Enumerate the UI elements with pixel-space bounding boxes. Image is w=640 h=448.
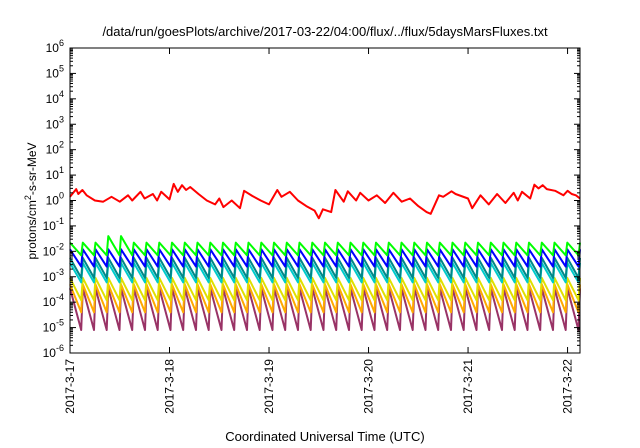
x-axis-label: Coordinated Universal Time (UTC) [225, 429, 424, 444]
x-tick-label: 2017-3-20 [362, 359, 376, 414]
x-tick-label: 2017-3-21 [461, 359, 475, 414]
series-line [69, 182, 581, 220]
plot-frame [69, 47, 581, 354]
y-axis-ticks: 10-6 10-5 10-4 10-3 10-2 10-1 100 101 102 103 104 1… [43, 38, 580, 360]
y-axis-label-sup: 2 [23, 195, 33, 200]
y-tick-label: 106 [46, 38, 64, 55]
y-tick-label: 101 [46, 165, 64, 182]
y-tick-label: 100 [46, 191, 64, 208]
y-tick-label: 10-3 [43, 267, 64, 284]
series-line [69, 276, 581, 302]
chart-title: /data/run/goesPlots/archive/2017-03-22/0… [102, 24, 548, 39]
y-axis-label: protons/cm2-s-sr-MeV [23, 142, 39, 259]
y-tick-label: 10-2 [43, 241, 64, 258]
x-axis-ticks: 2017-3-17 2017-3-18 2017-3-19 2017-3-20 2017… [63, 48, 575, 414]
y-tick-label: 10-6 [43, 343, 64, 360]
y-tick-label: 10-1 [43, 216, 64, 233]
y-tick-label: 10-4 [43, 292, 64, 309]
y-tick-label: 10-5 [43, 318, 64, 335]
y-axis-label-suffix: -s-sr-MeV [25, 142, 39, 195]
x-tick-label: 2017-3-18 [163, 359, 177, 414]
x-tick-label: 2017-3-17 [63, 359, 77, 414]
y-tick-label: 104 [46, 89, 64, 106]
x-tick-label: 2017-3-22 [561, 359, 575, 414]
y-tick-label: 103 [46, 114, 64, 131]
y-axis-label-prefix: protons/cm [25, 200, 39, 259]
series-line [69, 235, 581, 257]
x-tick-label: 2017-3-19 [262, 359, 276, 414]
y-tick-label: 105 [46, 63, 64, 80]
svg-text:protons/cm2-s-sr-MeV: protons/cm2-s-sr-MeV [23, 142, 39, 259]
plot-area [69, 182, 581, 331]
y-tick-label: 102 [46, 140, 64, 157]
